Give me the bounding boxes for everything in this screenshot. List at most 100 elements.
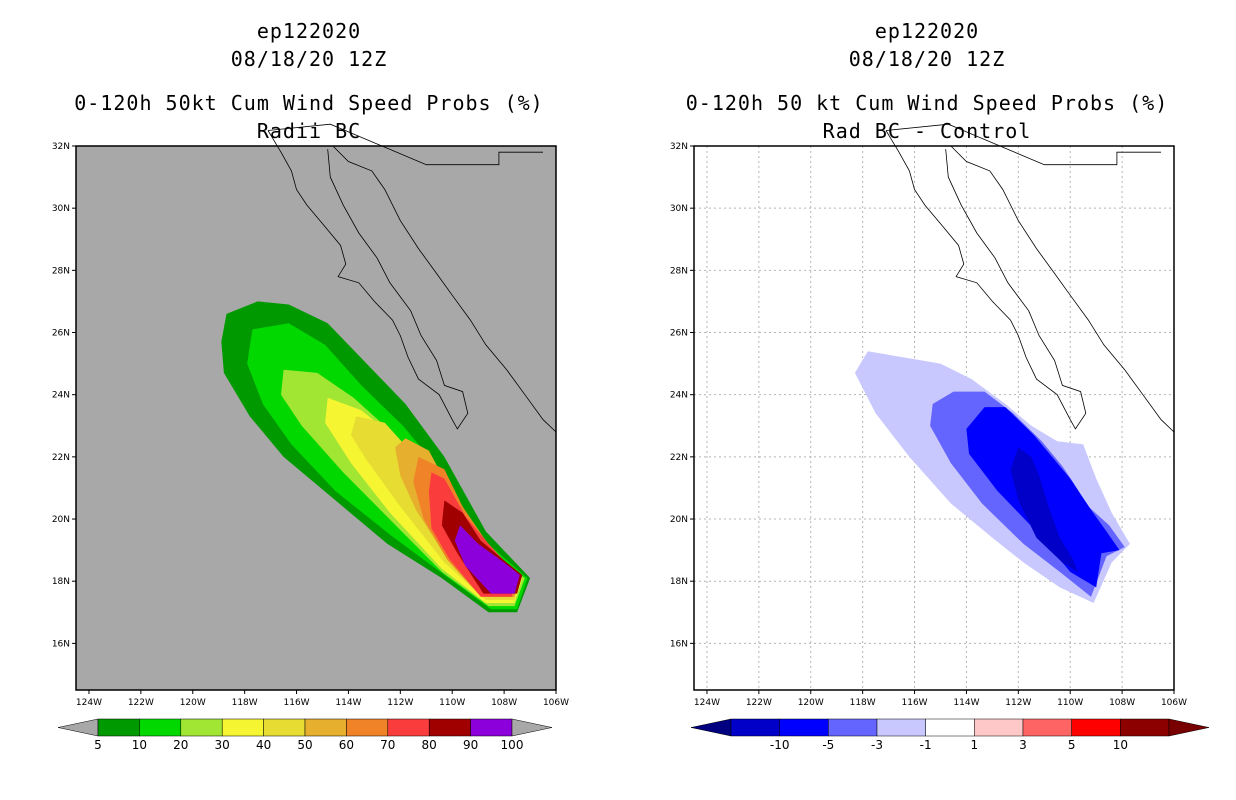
border-line — [885, 123, 1161, 166]
y-tick-label: 16N — [52, 639, 70, 649]
y-tick-label: 20N — [52, 515, 70, 525]
colorbar-label: -10 — [770, 738, 790, 752]
y-tick-label: 16N — [670, 639, 688, 649]
colorbar-swatch — [730, 718, 780, 737]
colorbar-label: -1 — [920, 738, 932, 752]
left-chart-svg: 124W 122W 120W 118W 116W 114W 112W 110W 108W 106W… — [52, 123, 569, 752]
colorbar-label: 10 — [1113, 738, 1128, 752]
panel-storm-id: ep122020 — [874, 19, 980, 43]
y-tick-label: 28N — [670, 266, 688, 276]
colorbar-swatch — [779, 718, 829, 737]
right-panel: ep122020 08/18/20 12Z 0-120h 50 kt Cum W… — [618, 0, 1236, 800]
plot-frame — [75, 145, 557, 691]
x-tick-label: 110W — [1057, 698, 1083, 708]
colorbar-label: 10 — [132, 738, 147, 752]
colorbar-label: 40 — [256, 738, 271, 752]
border-line — [267, 123, 543, 166]
colorbar-under-arrow — [57, 718, 99, 737]
y-tick-label: 24N — [670, 391, 688, 401]
contour-level-neg10 — [1010, 447, 1078, 572]
colorbar-swatch — [139, 718, 182, 737]
contour-level-90 — [454, 525, 520, 594]
left-panel: ep122020 08/18/20 12Z 0-120h 50kt Cum Wi… — [52, 19, 569, 752]
colorbar-swatch — [876, 718, 926, 737]
panel-chart-title: 0-120h 50 kt Cum Wind Speed Probs (%) — [685, 91, 1169, 115]
colorbar-swatch — [180, 718, 223, 737]
x-tick-label: 124W — [76, 698, 102, 708]
x-tick-label: 118W — [232, 698, 258, 708]
colorbar-label: -3 — [871, 738, 883, 752]
y-tick-label: 22N — [52, 453, 70, 463]
panel-datetime: 08/18/20 12Z — [848, 47, 1006, 71]
colorbar-label: 5 — [1068, 738, 1076, 752]
y-tick-label: 22N — [670, 453, 688, 463]
panel-datetime: 08/18/20 12Z — [230, 47, 388, 71]
colorbar-label: 70 — [380, 738, 395, 752]
colorbar-label: 90 — [463, 738, 478, 752]
right-chart-svg: 124W 122W 120W 118W 116W 114W 112W 110W 108W 106W… — [670, 123, 1210, 752]
x-tick-label: 114W — [335, 698, 361, 708]
colorbar-label: 30 — [215, 738, 230, 752]
colorbar-swatch — [1120, 718, 1170, 737]
colorbar-swatch — [470, 718, 513, 737]
colorbar-swatch — [304, 718, 347, 737]
colorbar-label: 60 — [339, 738, 354, 752]
y-tick-label: 30N — [52, 204, 70, 214]
colorbar-label: 5 — [94, 738, 102, 752]
x-tick-label: 118W — [850, 698, 876, 708]
coastline — [267, 130, 469, 430]
y-tick-label: 32N — [52, 142, 70, 152]
x-tick-label: 106W — [1161, 698, 1187, 708]
x-tick-label: 106W — [543, 698, 569, 708]
y-tick-label: 26N — [52, 329, 70, 339]
y-tick-label: 30N — [670, 204, 688, 214]
x-tick-label: 122W — [746, 698, 772, 708]
y-tick-label: 18N — [52, 577, 70, 587]
y-tick-label: 18N — [670, 577, 688, 587]
colorbar-swatch — [1022, 718, 1072, 737]
x-tick-label: 116W — [902, 698, 928, 708]
colorbar-over-arrow — [511, 718, 553, 737]
colorbar-label: 1 — [971, 738, 979, 752]
coastline — [950, 145, 1175, 433]
colorbar-label: 20 — [173, 738, 188, 752]
colorbar-label: 50 — [297, 738, 312, 752]
colorbar-swatch — [387, 718, 430, 737]
y-tick-label: 26N — [670, 329, 688, 339]
colorbar-swatch — [925, 718, 975, 737]
colorbar-swatch — [263, 718, 306, 737]
x-tick-label: 108W — [1109, 698, 1135, 708]
x-tick-label: 122W — [128, 698, 154, 708]
plot-frame — [693, 145, 1175, 691]
x-tick-label: 116W — [284, 698, 310, 708]
x-tick-label: 110W — [439, 698, 465, 708]
y-tick-label: 24N — [52, 391, 70, 401]
colorbar-label: 3 — [1019, 738, 1027, 752]
colorbar-swatch — [1071, 718, 1121, 737]
x-tick-label: 114W — [953, 698, 979, 708]
panel-storm-id: ep122020 — [256, 19, 362, 43]
colorbar-swatch — [346, 718, 389, 737]
colorbar-over-arrow — [1168, 718, 1210, 737]
y-tick-label: 32N — [670, 142, 688, 152]
x-tick-label: 108W — [491, 698, 517, 708]
colorbar-swatch — [221, 718, 264, 737]
x-tick-label: 112W — [1005, 698, 1031, 708]
x-tick-label: 112W — [387, 698, 413, 708]
panel-subtitle: Rad BC - Control — [822, 119, 1032, 143]
colorbar-label: 80 — [422, 738, 437, 752]
colorbar-swatch — [828, 718, 878, 737]
coastline — [885, 130, 1087, 430]
colorbar-label: -5 — [822, 738, 834, 752]
colorbar-swatch — [97, 718, 140, 737]
panel-subtitle: Radii BC — [256, 119, 362, 143]
colorbar-swatch — [974, 718, 1024, 737]
x-tick-label: 120W — [180, 698, 206, 708]
y-tick-label: 20N — [670, 515, 688, 525]
x-tick-label: 124W — [694, 698, 720, 708]
panel-chart-title: 0-120h 50kt Cum Wind Speed Probs (%) — [74, 91, 544, 115]
x-tick-label: 120W — [798, 698, 824, 708]
coastline — [332, 145, 557, 433]
colorbar-under-arrow — [690, 718, 732, 737]
colorbar-label: 100 — [501, 738, 524, 752]
